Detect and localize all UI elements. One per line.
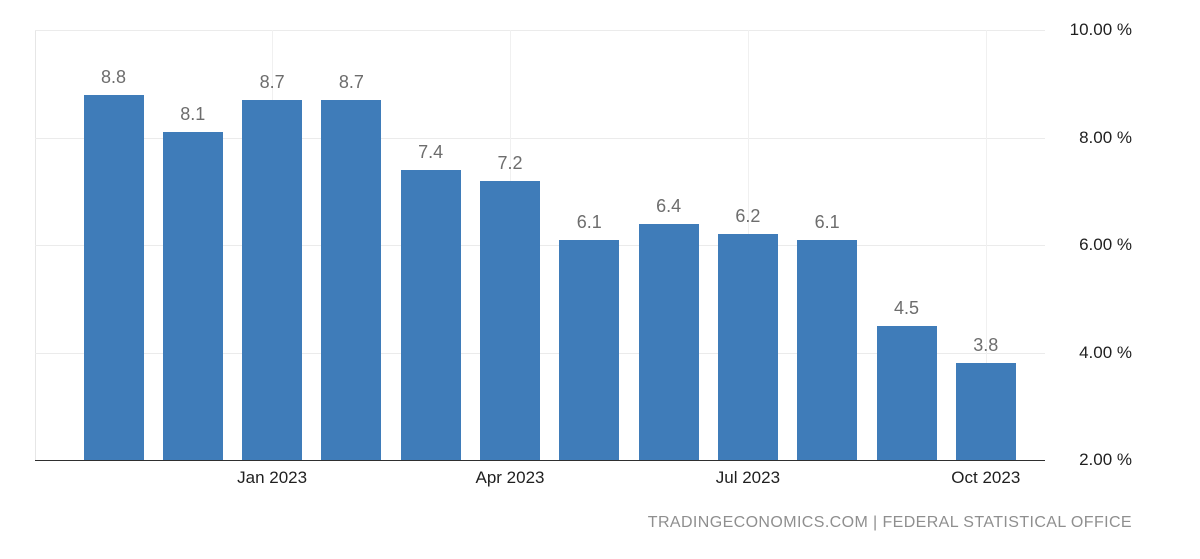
bar[interactable]: [559, 239, 620, 460]
y-tick-label: 4.00 %: [1079, 342, 1132, 362]
plot-area: 8.8 8.1 8.7 8.7 7.4 7.2 6.1 6.4 6.2 6.1 4.5 3.8: [35, 30, 1045, 461]
x-tick-label: Oct 2023: [951, 468, 1021, 487]
bar-value-label: 6.1: [814, 211, 840, 232]
y-tick-label: 10.00 %: [1069, 20, 1132, 39]
bar-value-label: 8.7: [338, 71, 364, 92]
gridline-horizontal: [35, 137, 1045, 139]
bar-value-label: 6.2: [735, 206, 761, 227]
bar[interactable]: [797, 239, 858, 460]
bar[interactable]: [83, 94, 144, 460]
bar[interactable]: [717, 234, 778, 460]
x-tick-label: Apr 2023: [475, 468, 545, 487]
bar[interactable]: [242, 99, 303, 460]
bar[interactable]: [480, 180, 540, 460]
gridline-horizontal: [35, 30, 1045, 31]
x-axis-line: [35, 460, 1045, 461]
bar[interactable]: [400, 169, 461, 460]
bar[interactable]: [876, 325, 937, 460]
bar-value-label: 6.4: [656, 195, 682, 216]
gridline-vertical: [985, 30, 987, 460]
y-tick-label: 2.00 %: [1079, 450, 1132, 469]
bar-value-label: 8.7: [259, 71, 285, 92]
bar[interactable]: [321, 99, 382, 460]
bar[interactable]: [638, 223, 699, 460]
bar-value-label: 7.4: [418, 141, 444, 162]
bar-value-label: 6.1: [576, 211, 602, 232]
bar-value-label: 8.1: [180, 104, 206, 125]
bar[interactable]: [955, 363, 1016, 460]
x-tick-label: Jul 2023: [715, 468, 781, 487]
x-tick-label: Jan 2023: [237, 468, 308, 487]
bar[interactable]: [162, 132, 223, 460]
bar-value-label: 7.2: [497, 152, 523, 173]
gridline-horizontal: [35, 352, 1045, 354]
bar-value-label: 8.8: [100, 66, 127, 87]
source-attribution: TRADINGECONOMICS.COM | FEDERAL STATISTIC…: [647, 514, 1132, 531]
y-tick-label: 8.00 %: [1079, 127, 1132, 147]
bar-value-label: 3.8: [973, 335, 999, 356]
bar-value-label: 4.5: [893, 297, 920, 318]
gridline-horizontal: [35, 245, 1045, 246]
y-tick-label: 6.00 %: [1079, 235, 1132, 254]
